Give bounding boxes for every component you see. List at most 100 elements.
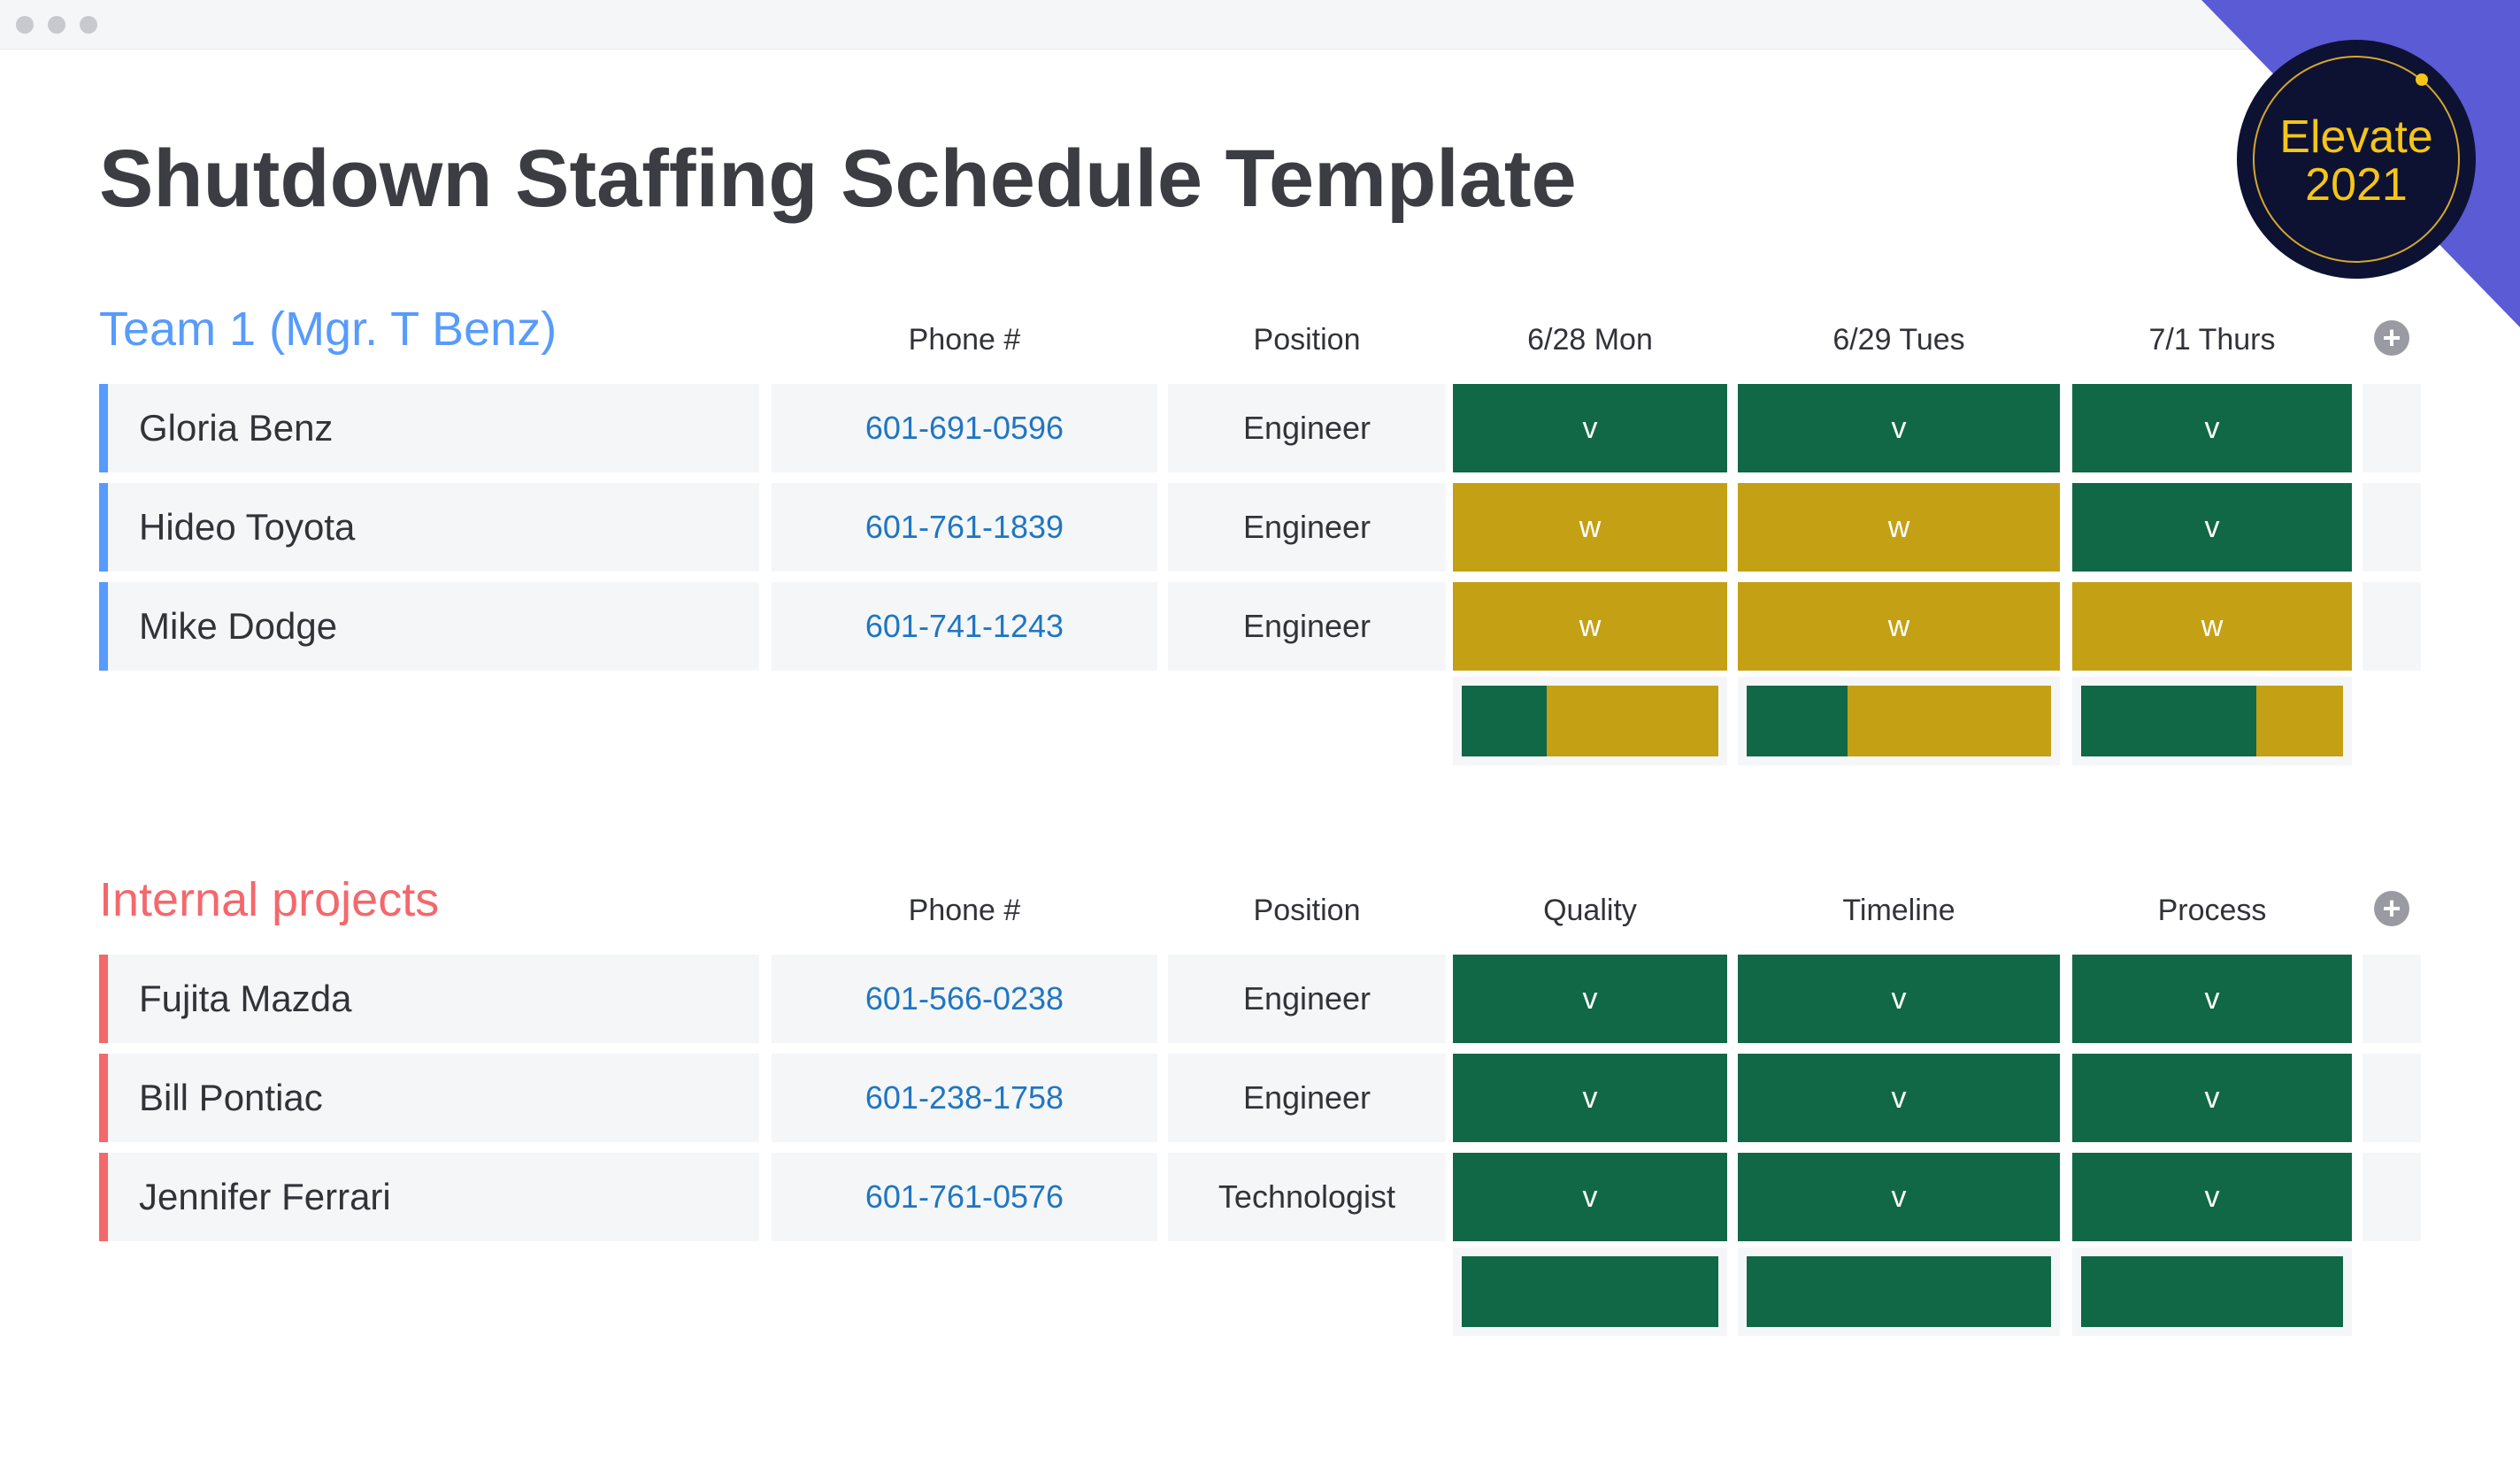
- name-cell[interactable]: Bill Pontiac: [99, 1054, 759, 1142]
- summary-segment-working: [1546, 686, 1718, 756]
- table-row[interactable]: Mike Dodge 601-741-1243 Engineer w w w: [0, 582, 2520, 671]
- status-summary: [1738, 1247, 2060, 1336]
- status-cell[interactable]: v: [1738, 955, 2060, 1043]
- status-summary: [1738, 677, 2060, 765]
- table-row[interactable]: Hideo Toyota 601-761-1839 Engineer w w v: [0, 483, 2520, 572]
- column-header[interactable]: Position: [1253, 894, 1361, 927]
- column-header[interactable]: Phone #: [908, 323, 1021, 357]
- summary-bar: [1747, 1256, 2051, 1327]
- row-end-cell: [2362, 1153, 2421, 1241]
- status-cell[interactable]: w: [1453, 582, 1727, 671]
- table-row[interactable]: Gloria Benz 601-691-0596 Engineer v v v: [0, 384, 2520, 472]
- name-cell[interactable]: Fujita Mazda: [99, 955, 759, 1043]
- elevate-badge: Elevate 2021: [2237, 40, 2476, 279]
- group: Internal projects Phone # Position Quality T…: [0, 871, 2520, 1367]
- position-cell[interactable]: Engineer: [1168, 1054, 1446, 1142]
- summary-segment-done: [1747, 1256, 2051, 1327]
- position-cell[interactable]: Technologist: [1168, 1153, 1446, 1241]
- summary-segment-done: [1462, 686, 1547, 756]
- item-name[interactable]: Fujita Mazda: [139, 978, 352, 1019]
- column-header[interactable]: Process: [2157, 894, 2267, 927]
- add-column-icon[interactable]: +: [2374, 891, 2409, 926]
- status-summary: [2072, 677, 2352, 765]
- status-cell[interactable]: v: [1453, 1153, 1727, 1241]
- status-cell[interactable]: v: [2072, 384, 2352, 472]
- column-header[interactable]: 7/1 Thurs: [2148, 323, 2276, 357]
- table-row[interactable]: Jennifer Ferrari 601-761-0576 Technologist…: [0, 1153, 2520, 1241]
- phone-link[interactable]: 601-741-1243: [772, 582, 1157, 671]
- phone-link[interactable]: 601-566-0238: [772, 955, 1157, 1043]
- group-title[interactable]: Team 1 (Mgr. T Benz): [99, 303, 557, 356]
- window-dot-close[interactable]: [16, 16, 34, 34]
- group-color-stripe: [99, 582, 108, 671]
- name-cell[interactable]: Mike Dodge: [99, 582, 759, 671]
- summary-bar: [1462, 686, 1718, 756]
- item-name[interactable]: Bill Pontiac: [139, 1077, 323, 1118]
- status-cell[interactable]: v: [2072, 955, 2352, 1043]
- item-name[interactable]: Gloria Benz: [139, 407, 334, 449]
- summary-bar: [2081, 1256, 2343, 1327]
- status-cell[interactable]: w: [1453, 483, 1727, 572]
- table-row[interactable]: Fujita Mazda 601-566-0238 Engineer v v v: [0, 955, 2520, 1043]
- status-cell[interactable]: w: [1738, 483, 2060, 572]
- summary-bar: [2081, 686, 2343, 756]
- summary-segment-done: [2081, 1256, 2343, 1327]
- item-name[interactable]: Mike Dodge: [139, 605, 338, 647]
- position-cell[interactable]: Engineer: [1168, 582, 1446, 671]
- window-dot-maximize[interactable]: [80, 16, 97, 34]
- phone-link[interactable]: 601-691-0596: [772, 384, 1157, 472]
- phone-link[interactable]: 601-761-1839: [772, 483, 1157, 572]
- summary-segment-done: [2081, 686, 2257, 756]
- status-cell[interactable]: v: [1453, 1054, 1727, 1142]
- name-cell[interactable]: Hideo Toyota: [99, 483, 759, 572]
- status-cell[interactable]: v: [2072, 483, 2352, 572]
- window-dot-minimize[interactable]: [48, 16, 65, 34]
- row-end-cell: [2362, 483, 2421, 572]
- phone-link[interactable]: 601-761-0576: [772, 1153, 1157, 1241]
- item-name[interactable]: Hideo Toyota: [139, 506, 356, 548]
- row-end-cell: [2362, 1054, 2421, 1142]
- status-summary: [1453, 1247, 1727, 1336]
- name-cell[interactable]: Gloria Benz: [99, 384, 759, 472]
- row-end-cell: [2362, 955, 2421, 1043]
- group-color-stripe: [99, 955, 108, 1043]
- position-cell[interactable]: Engineer: [1168, 955, 1446, 1043]
- status-cell[interactable]: v: [1738, 1054, 2060, 1142]
- item-name[interactable]: Jennifer Ferrari: [139, 1176, 391, 1217]
- column-header[interactable]: Position: [1253, 323, 1361, 357]
- column-header[interactable]: 6/29 Tues: [1832, 323, 1965, 357]
- status-cell[interactable]: v: [2072, 1153, 2352, 1241]
- summary-bar: [1462, 1256, 1718, 1327]
- status-cell[interactable]: v: [1453, 384, 1727, 472]
- add-column-icon[interactable]: +: [2374, 320, 2409, 356]
- table-row[interactable]: Bill Pontiac 601-238-1758 Engineer v v v: [0, 1054, 2520, 1142]
- status-cell[interactable]: w: [2072, 582, 2352, 671]
- position-cell[interactable]: Engineer: [1168, 384, 1446, 472]
- column-header[interactable]: Timeline: [1842, 894, 1955, 927]
- column-header[interactable]: Quality: [1543, 894, 1637, 927]
- status-summary: [1453, 677, 1727, 765]
- status-cell[interactable]: v: [1738, 1153, 2060, 1241]
- summary-segment-done: [1747, 686, 1848, 756]
- badge-ring: [2253, 56, 2460, 263]
- status-cell[interactable]: w: [1738, 582, 2060, 671]
- badge-line1: Elevate: [2279, 111, 2433, 163]
- badge-line2: 2021: [2305, 159, 2408, 211]
- status-cell[interactable]: v: [2072, 1054, 2352, 1142]
- group: Team 1 (Mgr. T Benz) Phone # Position 6/28 …: [0, 301, 2520, 796]
- phone-link[interactable]: 601-238-1758: [772, 1054, 1157, 1142]
- column-header[interactable]: 6/28 Mon: [1527, 323, 1653, 357]
- position-cell[interactable]: Engineer: [1168, 483, 1446, 572]
- group-title[interactable]: Internal projects: [99, 873, 440, 926]
- status-summary: [2072, 1247, 2352, 1336]
- group-color-stripe: [99, 1054, 108, 1142]
- group-color-stripe: [99, 384, 108, 472]
- summary-bar: [1747, 686, 2051, 756]
- status-cell[interactable]: v: [1453, 955, 1727, 1043]
- name-cell[interactable]: Jennifer Ferrari: [99, 1153, 759, 1241]
- column-header[interactable]: Phone #: [908, 894, 1021, 927]
- summary-segment-working: [1847, 686, 2051, 756]
- group-color-stripe: [99, 1153, 108, 1241]
- group-color-stripe: [99, 483, 108, 572]
- status-cell[interactable]: v: [1738, 384, 2060, 472]
